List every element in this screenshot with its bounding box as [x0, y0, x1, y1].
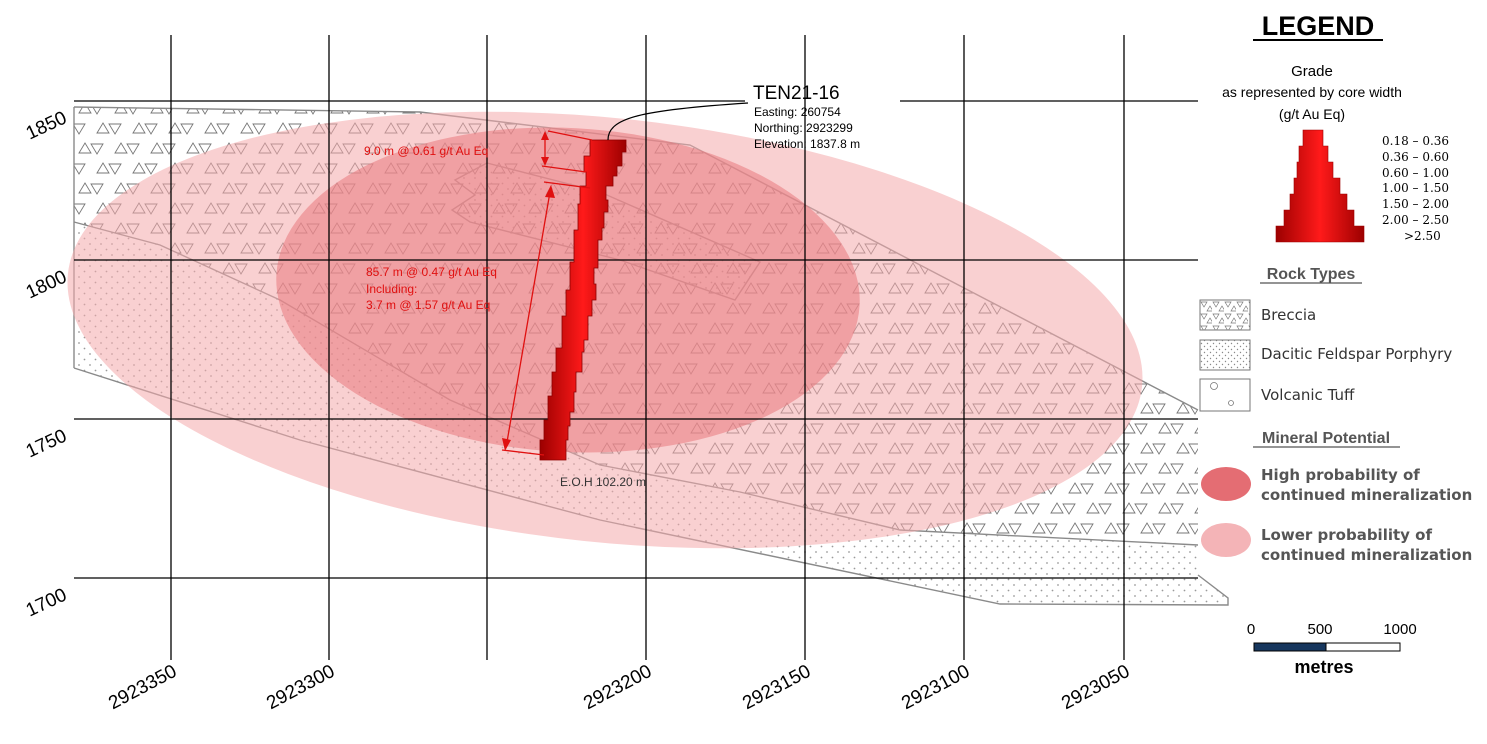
grade-title: Grade [1291, 63, 1333, 80]
mineral-potential-title: Mineral Potential [1262, 430, 1390, 447]
eoh-label: E.O.H 102.20 m [560, 475, 646, 489]
grade-class: 0.60 – 1.00 [1382, 166, 1449, 180]
x-tick-label: 2923350 [105, 661, 180, 714]
scale-label: 1000 [1383, 621, 1416, 638]
grid-lines [74, 35, 1198, 660]
scale-label: 0 [1247, 621, 1255, 638]
grade-class: 0.36 – 0.60 [1382, 150, 1449, 164]
x-tick-label: 2923150 [739, 661, 814, 714]
grade-class: 1.00 – 1.50 [1382, 181, 1449, 195]
x-axis: 2923350 2923300 2923200 2923150 2923100 … [105, 661, 1133, 714]
x-tick-label: 2923050 [1058, 661, 1133, 714]
collar-leader-line [607, 102, 749, 141]
grade-class: 2.00 – 2.50 [1382, 213, 1449, 227]
collar-elevation: Elevation: 1837.8 m [754, 137, 860, 151]
drillhole-name: TEN21-16 [753, 83, 840, 104]
intercept-markers [501, 130, 593, 456]
legend-title: LEGEND [1262, 11, 1375, 41]
rock-type-label: Volcanic Tuff [1261, 386, 1355, 404]
collar-easting: Easting: 260754 [754, 105, 841, 119]
intercept-2-sub-label: 3.7 m @ 1.57 g/t Au Eq [366, 298, 490, 312]
grade-class: 1.50 – 2.00 [1382, 197, 1449, 211]
grade-classes: 0.18 – 0.36 0.36 – 0.60 0.60 – 1.00 1.00… [1382, 134, 1449, 243]
grade-width-icon [1275, 129, 1365, 243]
lower-probability-swatch [1201, 523, 1251, 557]
grade-subtitle-1: as represented by core width [1222, 84, 1402, 100]
high-probability-label-1: High probability of [1261, 466, 1420, 484]
drillhole-core [539, 139, 627, 461]
collar-northing: Northing: 2923299 [754, 121, 853, 135]
scale-unit: metres [1294, 657, 1353, 677]
scale-bar: 0 500 1000 metres [1247, 621, 1417, 677]
intercept-1-label: 9.0 m @ 0.61 g/t Au Eq [364, 144, 488, 158]
intercept-2-label: 85.7 m @ 0.47 g/t Au Eq [366, 265, 497, 279]
lower-probability-label-2: continued mineralization [1261, 546, 1472, 564]
x-tick-label: 2923200 [580, 661, 655, 714]
tuff-swatch [1199, 378, 1251, 412]
rock-type-label: Breccia [1261, 306, 1316, 324]
y-axis: 1850 1800 1750 1700 [23, 107, 70, 621]
x-tick-label: 2923300 [263, 661, 338, 714]
rock-type-label: Dacitic Feldspar Porphyry [1261, 345, 1452, 363]
high-probability-label-2: continued mineralization [1261, 486, 1472, 504]
intercept-2-including: Including: [366, 282, 417, 296]
y-tick-label: 1800 [23, 266, 70, 303]
grade-class: 0.18 – 0.36 [1382, 134, 1449, 148]
rock-types-title: Rock Types [1267, 266, 1356, 283]
porphyry-swatch [1199, 339, 1251, 371]
y-tick-label: 1850 [23, 107, 70, 144]
y-tick-label: 1750 [23, 425, 70, 462]
breccia-swatch [1199, 299, 1251, 331]
x-tick-label: 2923100 [898, 661, 973, 714]
grade-subtitle-2: (g/t Au Eq) [1279, 106, 1345, 122]
legend: LEGEND Grade as represented by core widt… [1199, 11, 1472, 677]
y-tick-label: 1700 [23, 584, 70, 621]
lower-probability-label-1: Lower probability of [1261, 526, 1432, 544]
high-probability-swatch [1201, 467, 1251, 501]
grade-class: >2.50 [1404, 229, 1441, 243]
scale-label: 500 [1307, 621, 1332, 638]
